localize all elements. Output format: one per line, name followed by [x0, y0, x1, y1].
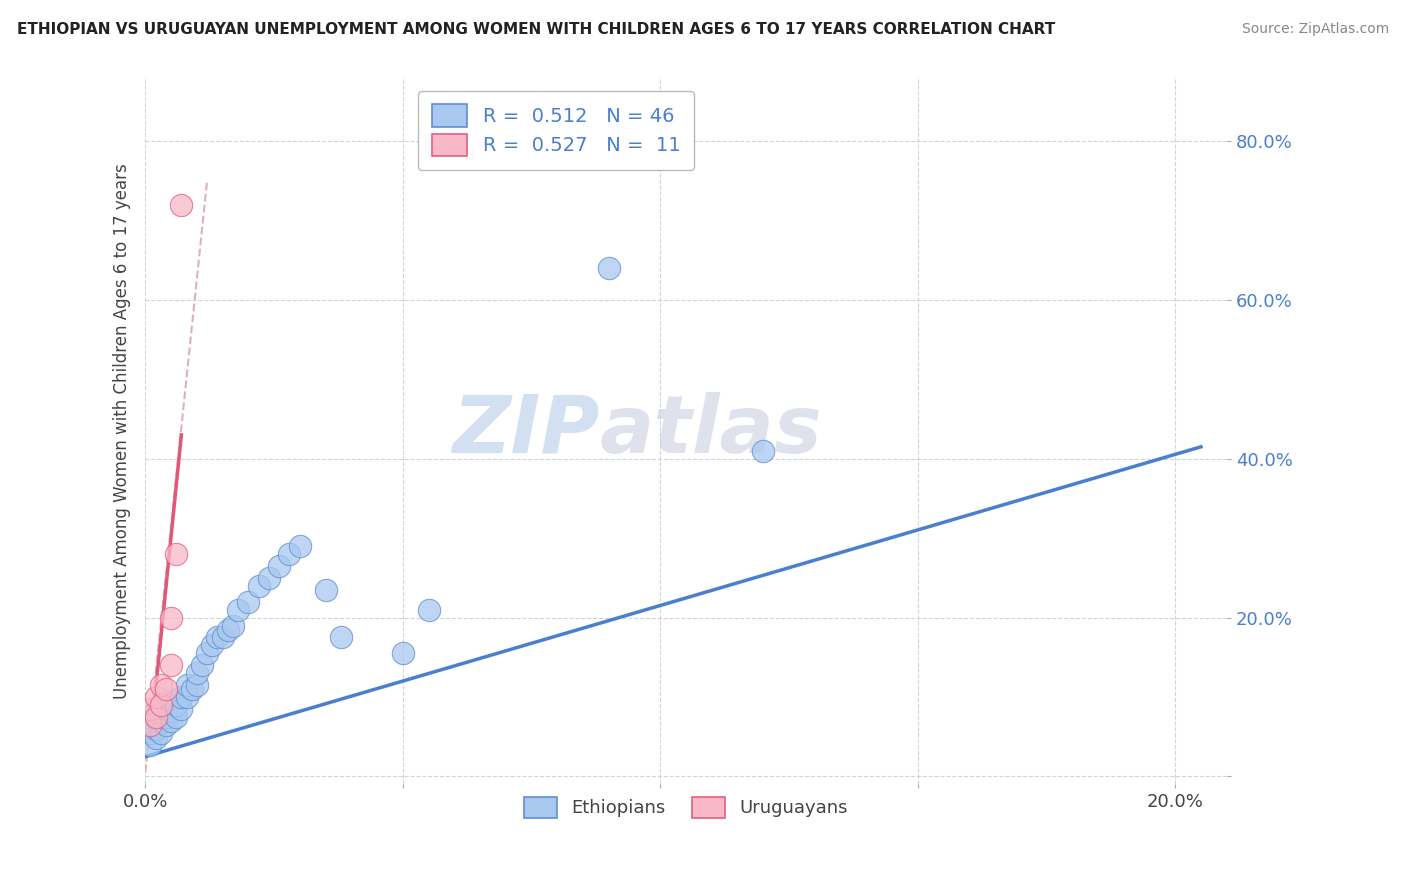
Point: [149, 707, 172, 722]
Point: [160, 658, 183, 673]
Point: [226, 602, 249, 616]
Point: [170, 702, 193, 716]
Point: [288, 539, 311, 553]
Point: [598, 261, 620, 276]
Point: [145, 690, 167, 704]
Point: [145, 712, 167, 726]
Y-axis label: Unemployment Among Women with Children Ages 6 to 17 years: Unemployment Among Women with Children A…: [114, 163, 131, 698]
Point: [139, 718, 162, 732]
Point: [176, 678, 198, 692]
Point: [160, 694, 183, 708]
Point: [160, 610, 183, 624]
Point: [238, 595, 260, 609]
Point: [149, 698, 172, 712]
Point: [165, 698, 187, 712]
Text: ETHIOPIAN VS URUGUAYAN UNEMPLOYMENT AMONG WOMEN WITH CHILDREN AGES 6 TO 17 YEARS: ETHIOPIAN VS URUGUAYAN UNEMPLOYMENT AMON…: [17, 22, 1054, 37]
Text: Source: ZipAtlas.com: Source: ZipAtlas.com: [1241, 22, 1389, 37]
Point: [752, 443, 775, 458]
Legend: Ethiopians, Uruguayans: Ethiopians, Uruguayans: [517, 789, 855, 825]
Text: atlas: atlas: [599, 392, 823, 470]
Point: [145, 722, 167, 736]
Point: [160, 704, 183, 718]
Point: [149, 726, 172, 740]
Point: [170, 690, 193, 704]
Point: [257, 571, 280, 585]
Point: [201, 639, 224, 653]
Point: [278, 547, 301, 561]
Point: [165, 547, 187, 561]
Point: [149, 715, 172, 730]
Text: ZIP: ZIP: [453, 392, 599, 470]
Point: [269, 559, 291, 574]
Point: [139, 702, 162, 716]
Point: [180, 682, 202, 697]
Point: [222, 618, 245, 632]
Point: [247, 579, 270, 593]
Point: [139, 718, 162, 732]
Point: [155, 710, 177, 724]
Point: [145, 704, 167, 718]
Point: [195, 646, 218, 660]
Point: [155, 702, 177, 716]
Point: [139, 738, 162, 752]
Point: [418, 602, 440, 616]
Point: [155, 718, 177, 732]
Point: [170, 197, 193, 211]
Point: [330, 631, 353, 645]
Point: [207, 631, 229, 645]
Point: [176, 690, 198, 704]
Point: [149, 678, 172, 692]
Point: [217, 623, 239, 637]
Point: [160, 714, 183, 728]
Point: [186, 678, 208, 692]
Point: [145, 710, 167, 724]
Point: [145, 731, 167, 746]
Point: [315, 582, 337, 597]
Point: [391, 646, 413, 660]
Point: [149, 698, 172, 712]
Point: [191, 658, 214, 673]
Point: [165, 710, 187, 724]
Point: [211, 631, 233, 645]
Point: [186, 666, 208, 681]
Point: [139, 726, 162, 740]
Point: [155, 682, 177, 697]
